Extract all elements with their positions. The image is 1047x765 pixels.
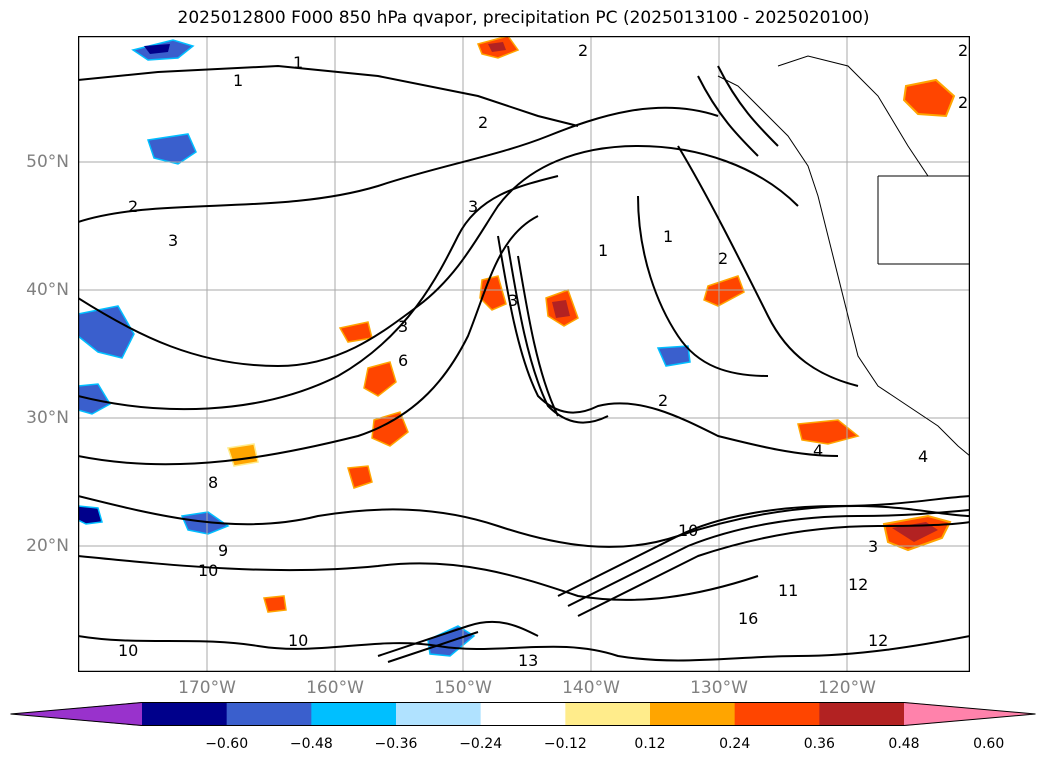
colorbar [10,702,1036,726]
coastline [717,55,970,457]
colorbar-tick-label: −0.36 [374,736,418,752]
contour-label: 4 [918,447,928,466]
colorbar-tick-label: −0.60 [205,736,249,752]
colorbar-tick-label: 0.36 [803,736,835,752]
map-title: 2025012800 F000 850 hPa qvapor, precipit… [177,8,870,28]
contour-label: 8 [208,473,218,492]
contour-label: 10 [288,631,308,650]
lon-label-150w: 150°W [434,678,492,698]
lat-label-30n: 30°N [26,408,69,428]
lon-label-140w: 140°W [562,678,620,698]
contour-label: 3 [508,291,518,310]
contour-label: 3 [468,197,478,216]
colorbar-segment [819,702,905,726]
colorbar-tick-label: 0.12 [634,736,666,752]
contour-label: 1 [293,53,303,72]
map-frame [78,36,970,672]
contour-label: 2 [958,41,968,60]
qvapor-contours [78,64,970,663]
contour-label: 2 [958,93,968,112]
contour-label: 3 [398,317,408,336]
colorbar-tick-label: −0.12 [543,736,587,752]
lat-label-50n: 50°N [26,152,69,172]
colorbar-tick-label: 0.48 [888,736,920,752]
contour-label: 2 [718,249,728,268]
colorbar-tick-label: −0.48 [289,736,333,752]
colorbar-segment [734,702,820,726]
colorbar-outline [10,702,1036,726]
contour-label: 2 [578,41,588,60]
lat-label-20n: 20°N [26,536,69,556]
colorbar-segment [565,702,651,726]
colorbar-tick-label: −0.24 [459,736,503,752]
lon-label-130w: 130°W [690,678,748,698]
colorbar-extend-high [904,702,1036,726]
contour-label: 1 [233,71,243,90]
contour-label: 12 [868,631,888,650]
colorbar-segment [226,702,312,726]
contour-label: 1 [663,227,673,246]
map-panel[interactable]: 1 1 2 3 2 2 2 3 1 1 2 3 3 2 4 3 4 10 11 12 12 6 8 10 10 13 9 16 10 2 [78,36,970,672]
contour-label: 6 [398,351,408,370]
colorbar-segment [480,702,566,726]
lon-label-120w: 120°W [818,678,876,698]
colorbar-segment [311,702,397,726]
contour-label: 2 [478,113,488,132]
colorbar-extend-low [10,702,142,726]
lon-label-170w: 170°W [178,678,236,698]
colorbar-segment [396,702,482,726]
contour-label: 1 [598,241,608,260]
contour-label: 10 [198,561,218,580]
contour-label: 4 [813,441,823,460]
contour-label: 16 [738,609,758,628]
colorbar-tick-label: 0.60 [973,736,1005,752]
contour-label: 12 [848,575,868,594]
contour-label: 13 [518,651,538,670]
contour-label: 2 [658,391,668,410]
contour-label: 3 [868,537,878,556]
contour-label: 10 [118,641,138,660]
contour-label: 3 [168,231,178,250]
colorbar-tick-label: 0.24 [719,736,751,752]
lon-label-160w: 160°W [306,678,364,698]
colorbar-segment [142,702,228,726]
lat-label-40n: 40°N [26,280,69,300]
contour-label: 11 [778,581,798,600]
contour-label: 2 [128,197,138,216]
contour-label: 10 [678,521,698,540]
colorbar-segment [650,702,736,726]
contour-label: 9 [218,541,228,560]
